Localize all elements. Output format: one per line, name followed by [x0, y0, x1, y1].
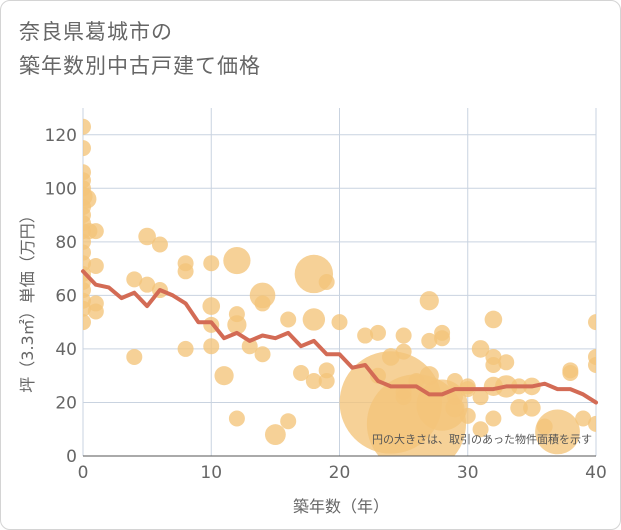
x-axis-label: 築年数（年） [293, 497, 389, 516]
y-tick-label-80: 80 [55, 233, 77, 253]
bubble-point-43 [241, 338, 258, 355]
x-tick-label-30: 30 [457, 463, 479, 483]
bubble-point-35 [202, 297, 221, 315]
bubble-point-27 [138, 227, 156, 246]
y-tick-label-60: 60 [55, 286, 77, 306]
bubble-point-73 [434, 330, 451, 347]
bubble-point-59 [369, 324, 386, 341]
bubble-point-70 [421, 332, 438, 349]
bubble-point-46 [254, 346, 271, 363]
bubble-point-84 [484, 310, 503, 329]
bubble-point-29 [151, 236, 168, 253]
bubble-point-98 [562, 365, 579, 382]
bubble-point-71 [419, 366, 439, 386]
y-axis: 0 20 40 60 80 100 120 [45, 126, 77, 467]
x-tick-label-20: 20 [329, 463, 351, 483]
trend-line-series [81, 269, 598, 405]
x-tick-label-0: 0 [78, 463, 89, 483]
bubble-point-86 [485, 356, 502, 373]
bubble-point-49 [280, 413, 297, 430]
bubble-point-32 [177, 263, 194, 280]
bubble-point-92 [510, 399, 528, 417]
chart-title-line-2: 築年数別中古戸建て価格 [19, 54, 261, 78]
bubble-point-100 [588, 314, 596, 331]
y-tick-label-40: 40 [55, 340, 77, 360]
bubble-point-99 [575, 410, 592, 427]
bubble-point-25 [126, 271, 143, 288]
bubble-point-28 [139, 276, 156, 293]
bubble-point-52 [302, 308, 326, 331]
bubble-point-58 [357, 327, 374, 344]
bubble-point-50 [293, 365, 310, 382]
y-axis-label: 坪（3.3㎡）単価（万円） [18, 207, 37, 392]
bubble-point-63 [395, 327, 412, 344]
bubble-point-77 [445, 398, 465, 418]
bubble-point-34 [203, 255, 220, 272]
bubble-point-42 [228, 410, 245, 427]
bubble-point-24 [87, 303, 104, 320]
bubble-point-0 [83, 118, 91, 135]
y-tick-label-20: 20 [55, 393, 77, 413]
bubble-point-96 [535, 409, 580, 455]
bubble-point-45 [254, 295, 271, 312]
bubble-point-89 [498, 354, 515, 371]
bubble-point-62 [382, 348, 400, 366]
x-tick-label-10: 10 [200, 463, 222, 483]
bubble-point-83 [472, 421, 489, 438]
bubble-point-94 [523, 399, 541, 417]
y-tick-label-0: 0 [66, 447, 77, 467]
trend-line [81, 269, 598, 405]
bubble-point-82 [472, 389, 489, 406]
bubble-point-88 [485, 410, 502, 427]
bubble-point-26 [126, 348, 143, 365]
bubble-point-56 [318, 373, 335, 390]
bubble-size-note: 円の大きさは、取引のあった物件面積を示す [372, 432, 592, 446]
bubble-point-39 [223, 246, 251, 275]
bubble-point-81 [471, 340, 490, 358]
bubble-point-33 [177, 340, 194, 357]
bubble-point-75 [446, 373, 463, 390]
bubble-point-48 [280, 311, 297, 328]
bubble-point-22 [87, 257, 104, 274]
bubble-point-80 [459, 407, 476, 424]
bubble-point-38 [214, 366, 234, 386]
bubble-point-37 [203, 338, 220, 355]
bubble-point-69 [419, 291, 439, 311]
x-tick-label-40: 40 [585, 463, 607, 483]
bubble-point-102 [588, 356, 596, 373]
bubble-point-64 [395, 343, 412, 360]
bubble-point-47 [264, 424, 286, 445]
chart-title: 奈良県葛城市の 築年数別中古戸建て価格 [19, 15, 261, 83]
y-tick-label-120: 120 [45, 126, 77, 146]
bubble-point-41 [227, 315, 247, 335]
bubble-point-103 [588, 415, 596, 432]
y-tick-label-100: 100 [45, 179, 77, 199]
chart-title-line-1: 奈良県葛城市の [19, 20, 173, 44]
bubble-point-21 [87, 223, 104, 240]
bubble-point-57 [331, 314, 348, 331]
bubble-point-54 [318, 274, 335, 290]
bubble-point-1 [83, 140, 91, 157]
x-axis: 0 10 20 30 40 [78, 455, 607, 483]
bubble-point-18 [83, 314, 91, 331]
bubble-point-53 [305, 373, 322, 390]
bubble-point-19 [83, 189, 97, 209]
